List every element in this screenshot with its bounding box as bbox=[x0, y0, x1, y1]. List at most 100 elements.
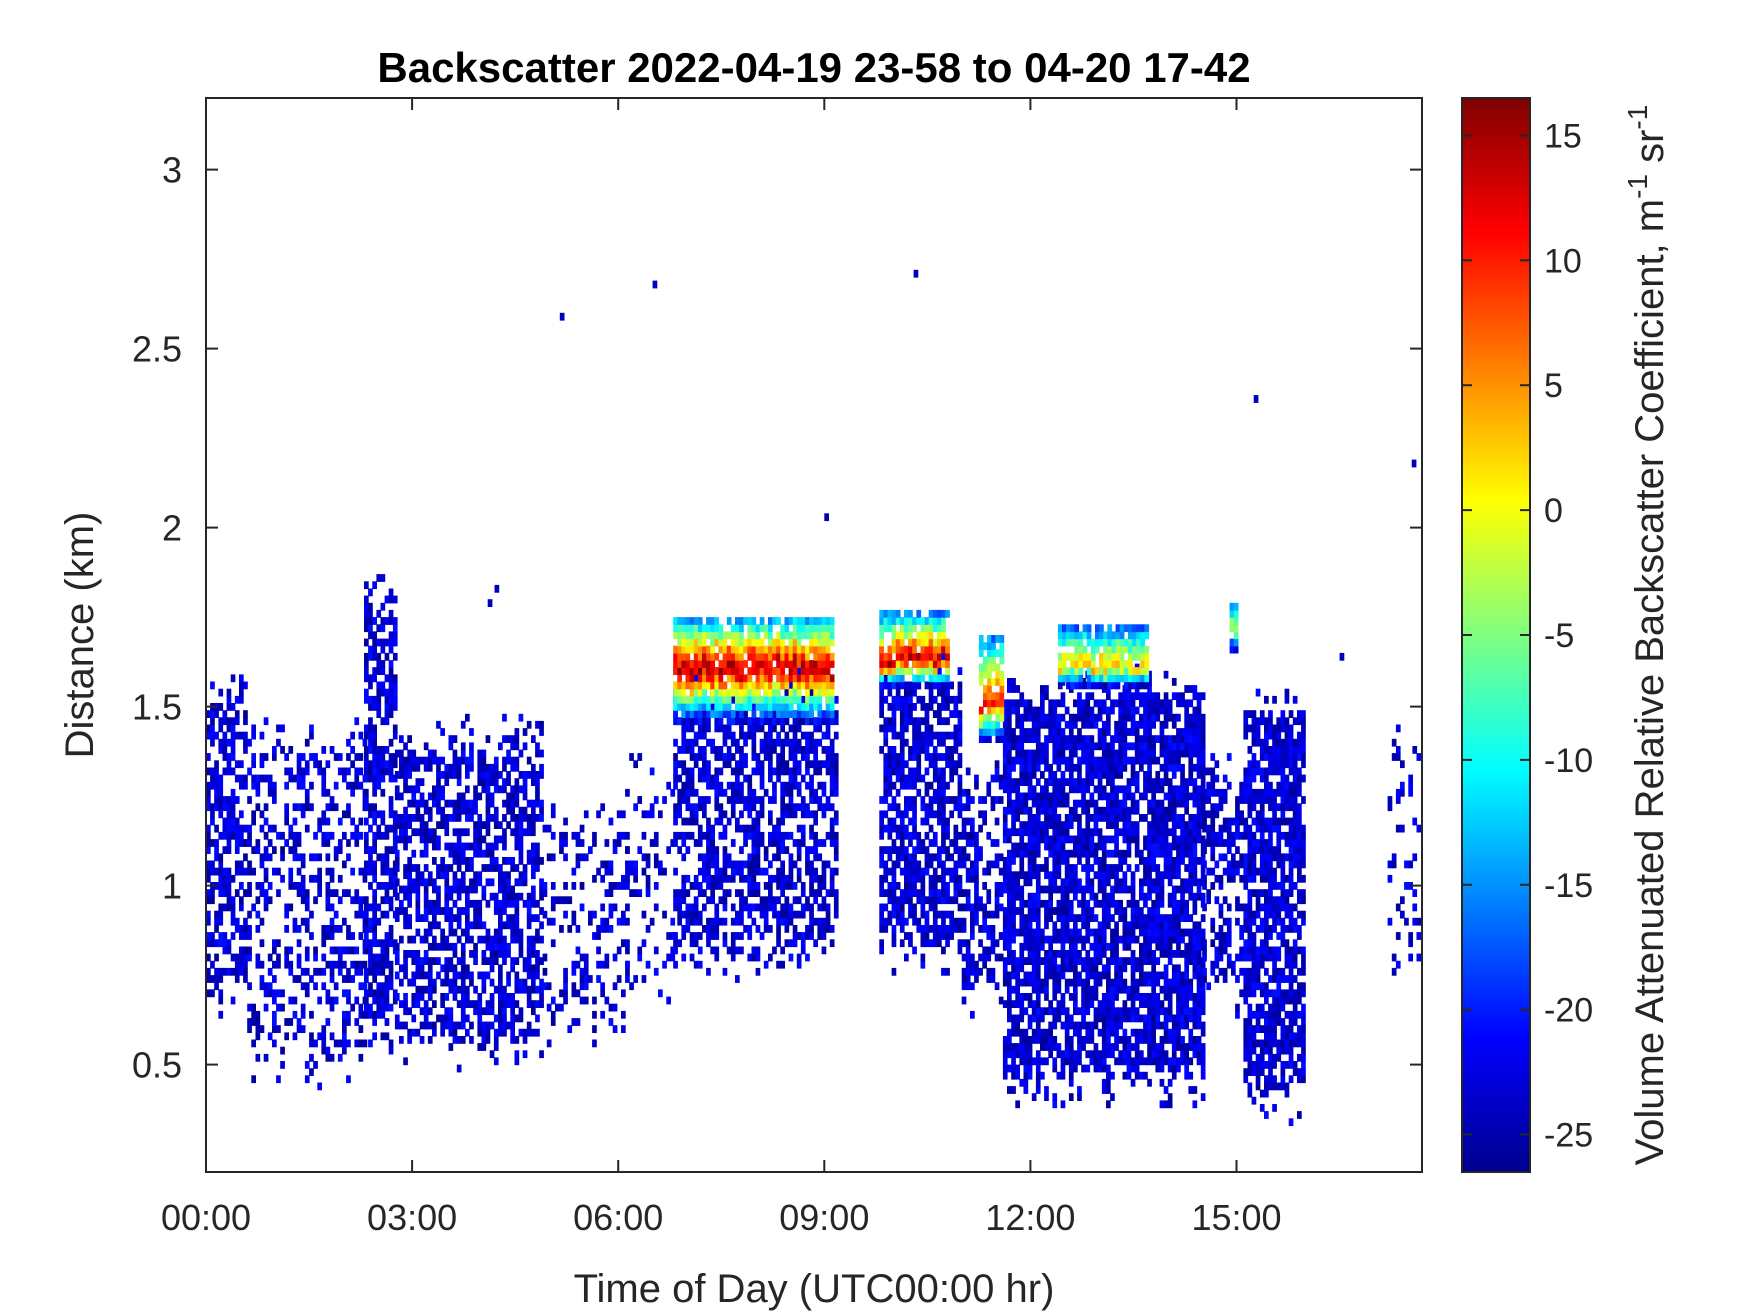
heatmap-cell bbox=[276, 939, 281, 948]
heatmap-cell bbox=[772, 724, 777, 733]
heatmap-cell bbox=[313, 1061, 318, 1069]
heatmap-cell bbox=[735, 860, 740, 869]
heatmap-cell bbox=[1077, 692, 1082, 701]
heatmap-cell bbox=[218, 975, 224, 983]
heatmap-cell bbox=[739, 846, 744, 854]
heatmap-cell bbox=[1110, 763, 1115, 772]
heatmap-cell bbox=[481, 985, 487, 994]
heatmap-cell bbox=[730, 867, 736, 876]
heatmap-cell bbox=[210, 731, 215, 740]
heatmap-cell bbox=[1011, 849, 1016, 858]
heatmap-cell bbox=[346, 1010, 351, 1019]
heatmap-cell bbox=[735, 910, 740, 919]
heatmap-cell bbox=[763, 753, 769, 761]
heatmap-cell bbox=[481, 885, 487, 894]
heatmap-cell bbox=[932, 889, 938, 897]
heatmap-cell bbox=[456, 957, 462, 965]
heatmap-cell bbox=[510, 864, 515, 872]
heatmap-cell bbox=[706, 860, 711, 869]
heatmap-cell bbox=[444, 871, 450, 880]
heatmap-cell bbox=[321, 839, 327, 847]
heatmap-cell bbox=[1035, 835, 1041, 844]
heatmap-cell bbox=[436, 778, 441, 786]
heatmap-cell bbox=[965, 889, 971, 897]
heatmap-cell bbox=[267, 781, 273, 790]
heatmap-cell bbox=[1097, 971, 1103, 980]
heatmap-cell bbox=[259, 731, 265, 740]
heatmap-cell bbox=[809, 903, 814, 912]
heatmap-cell bbox=[243, 839, 248, 847]
heatmap-cell bbox=[809, 688, 814, 697]
heatmap-cell bbox=[218, 746, 224, 754]
heatmap-cell bbox=[329, 903, 335, 912]
heatmap-cell bbox=[722, 753, 728, 761]
heatmap-cell bbox=[251, 781, 256, 790]
heatmap-cell bbox=[510, 892, 515, 901]
heatmap-cell bbox=[358, 731, 364, 740]
heatmap-cell bbox=[805, 903, 810, 912]
heatmap-cell bbox=[891, 746, 897, 754]
heatmap-cell bbox=[399, 771, 404, 779]
heatmap-cell bbox=[518, 828, 524, 837]
heatmap-cell bbox=[234, 824, 240, 833]
heatmap-cell bbox=[526, 892, 532, 901]
heatmap-cell bbox=[883, 796, 889, 804]
heatmap-cell bbox=[1040, 899, 1045, 908]
heatmap-cell bbox=[489, 792, 495, 801]
heatmap-cell bbox=[689, 724, 695, 733]
heatmap-cell bbox=[821, 867, 827, 876]
heatmap-cell bbox=[354, 996, 360, 1005]
heatmap-cell bbox=[739, 903, 744, 912]
heatmap-cell bbox=[485, 935, 491, 944]
heatmap-cell bbox=[384, 860, 390, 869]
heatmap-cell bbox=[364, 925, 369, 933]
heatmap-cell bbox=[710, 925, 715, 933]
heatmap-cell bbox=[1081, 907, 1086, 915]
heatmap-cell bbox=[625, 831, 630, 840]
heatmap-cell bbox=[726, 853, 732, 862]
heatmap-cell bbox=[649, 803, 655, 812]
heatmap-cell bbox=[937, 810, 942, 819]
heatmap-cell bbox=[419, 971, 425, 980]
heatmap-cell bbox=[1019, 928, 1025, 937]
heatmap-cell bbox=[407, 921, 412, 930]
heatmap-cell bbox=[829, 925, 835, 933]
heatmap-cell bbox=[681, 831, 687, 840]
heatmap-cell bbox=[372, 925, 377, 933]
heatmap-cell bbox=[751, 846, 757, 854]
heatmap-cell bbox=[473, 1007, 478, 1016]
heatmap-cell bbox=[1093, 950, 1099, 958]
heatmap-cell bbox=[1085, 964, 1091, 973]
heatmap-cell bbox=[415, 756, 421, 765]
heatmap-cell bbox=[498, 950, 503, 958]
heatmap-cell bbox=[1002, 756, 1008, 765]
heatmap-cell bbox=[380, 760, 386, 769]
heatmap-cell bbox=[932, 760, 938, 769]
heatmap-cell bbox=[986, 975, 992, 983]
heatmap-cell bbox=[247, 867, 252, 876]
heatmap-cell bbox=[904, 717, 909, 726]
heatmap-cell bbox=[456, 763, 462, 772]
heatmap-cell bbox=[469, 806, 474, 815]
heatmap-cell bbox=[526, 756, 532, 765]
heatmap-cell bbox=[469, 857, 474, 865]
heatmap-cell bbox=[535, 742, 540, 751]
heatmap-cell bbox=[879, 917, 884, 926]
heatmap-cell bbox=[949, 810, 954, 819]
heatmap-cell bbox=[945, 882, 950, 890]
heatmap-cell bbox=[685, 781, 691, 790]
heatmap-cell bbox=[226, 896, 232, 905]
heatmap-cell bbox=[990, 925, 996, 933]
heatmap-cell bbox=[961, 917, 967, 926]
heatmap-cell bbox=[1114, 1057, 1119, 1066]
heatmap-cell bbox=[407, 763, 412, 772]
heatmap-cell bbox=[796, 738, 802, 747]
heatmap-cell bbox=[702, 889, 707, 897]
heatmap-cell bbox=[432, 921, 437, 930]
heatmap-cell bbox=[388, 896, 394, 905]
heatmap-cell bbox=[1027, 957, 1033, 965]
heatmap-cell bbox=[506, 749, 511, 758]
heatmap-cell bbox=[1073, 1064, 1078, 1073]
heatmap-cell bbox=[763, 788, 769, 797]
heatmap-cell bbox=[1073, 749, 1078, 758]
